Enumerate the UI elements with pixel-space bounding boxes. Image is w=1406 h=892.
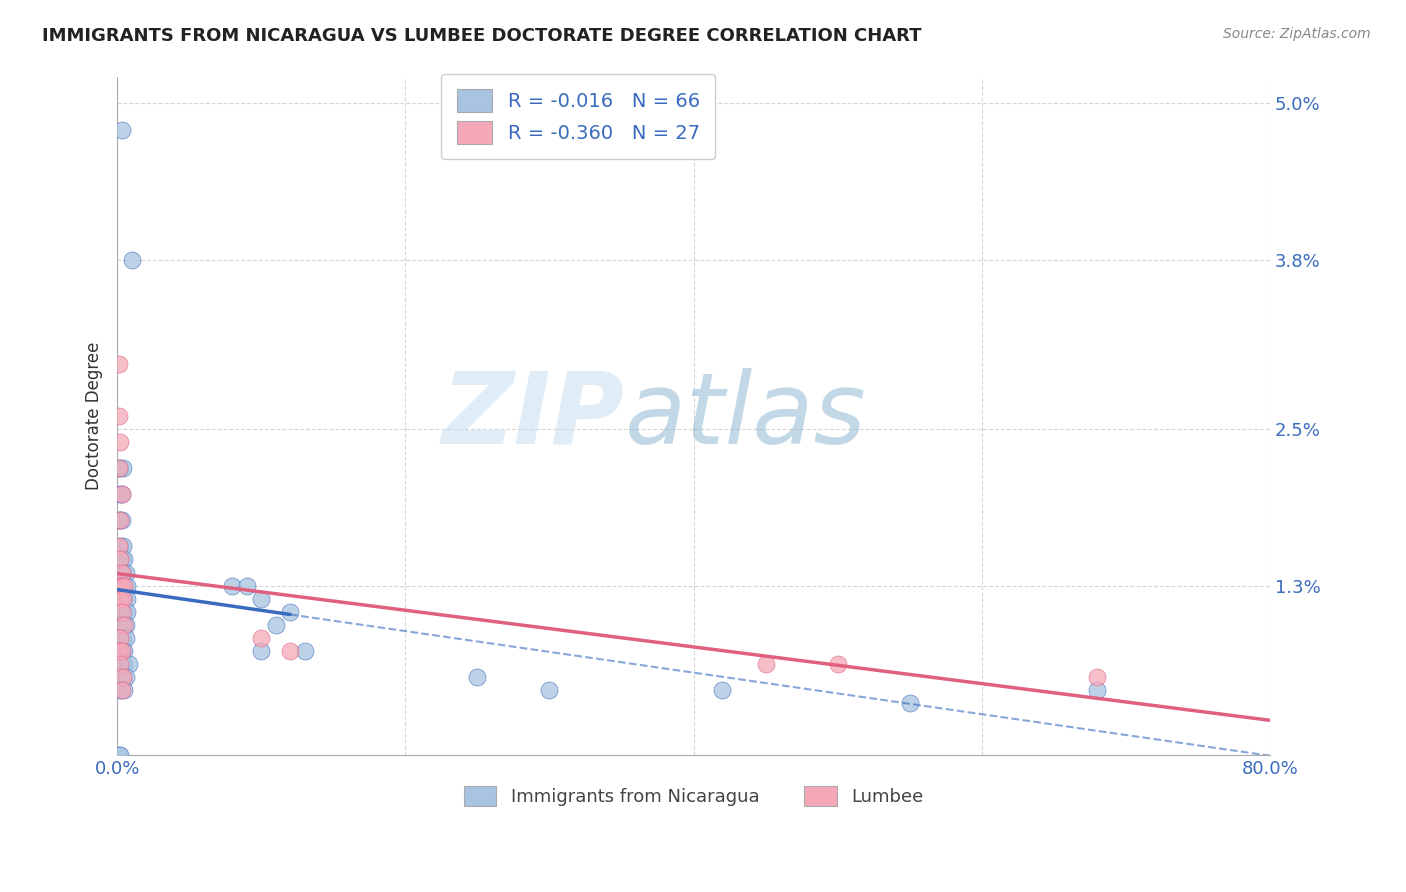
Point (121, 252, 143, 267)
Point (114, 617, 136, 632)
Point (110, 487, 132, 501)
Point (112, 578, 135, 592)
Point (112, 643, 135, 657)
Point (117, 605, 139, 619)
Legend: Immigrants from Nicaragua, Lumbee: Immigrants from Nicaragua, Lumbee (457, 779, 931, 814)
Point (108, 487, 131, 501)
Point (107, 461, 129, 475)
Point (467, 670, 489, 684)
Point (108, 513, 131, 527)
Point (221, 578, 243, 592)
Point (108, 617, 131, 632)
Point (110, 552, 132, 566)
Point (107, 631, 129, 645)
Point (108, 540, 131, 554)
Point (110, 122, 132, 136)
Point (112, 591, 135, 606)
Point (112, 617, 135, 632)
Point (108, 435, 131, 450)
Point (111, 670, 134, 684)
Y-axis label: Doctorate Degree: Doctorate Degree (86, 342, 103, 491)
Point (117, 578, 139, 592)
Point (107, 578, 129, 592)
Text: ZIP: ZIP (441, 368, 624, 465)
Point (110, 657, 132, 671)
Point (112, 682, 135, 697)
Point (107, 605, 129, 619)
Point (108, 682, 131, 697)
Point (108, 591, 131, 606)
Point (114, 670, 136, 684)
Point (107, 591, 129, 606)
Point (1085, 682, 1108, 697)
Point (264, 617, 287, 632)
Point (107, 643, 129, 657)
Point (107, 461, 129, 475)
Point (108, 566, 131, 580)
Point (110, 566, 132, 580)
Point (107, 513, 129, 527)
Point (111, 617, 134, 632)
Point (108, 591, 131, 606)
Point (108, 631, 131, 645)
Point (108, 552, 131, 566)
Point (111, 566, 134, 580)
Point (711, 682, 734, 697)
Point (107, 617, 129, 632)
Point (110, 682, 132, 697)
Point (107, 578, 129, 592)
Point (108, 461, 131, 475)
Point (107, 643, 129, 657)
Point (114, 631, 136, 645)
Point (827, 657, 849, 671)
Point (110, 578, 132, 592)
Point (111, 670, 134, 684)
Point (112, 657, 135, 671)
Point (110, 643, 132, 657)
Point (1085, 670, 1108, 684)
Point (278, 643, 301, 657)
Point (755, 657, 778, 671)
Point (110, 643, 132, 657)
Point (111, 540, 134, 554)
Point (118, 657, 141, 671)
Point (108, 605, 131, 619)
Point (112, 605, 135, 619)
Point (111, 631, 134, 645)
Point (108, 657, 131, 671)
Point (107, 657, 129, 671)
Point (108, 631, 131, 645)
Point (110, 591, 132, 606)
Text: atlas: atlas (624, 368, 866, 465)
Point (110, 578, 132, 592)
Point (108, 513, 131, 527)
Point (250, 591, 273, 606)
Point (110, 487, 132, 501)
Point (108, 552, 131, 566)
Point (898, 696, 921, 710)
Point (236, 578, 259, 592)
Point (114, 566, 136, 580)
Point (110, 513, 132, 527)
Point (110, 605, 132, 619)
Point (112, 578, 135, 592)
Point (111, 461, 134, 475)
Point (278, 605, 301, 619)
Point (107, 540, 129, 554)
Point (250, 631, 273, 645)
Text: IMMIGRANTS FROM NICARAGUA VS LUMBEE DOCTORATE DEGREE CORRELATION CHART: IMMIGRANTS FROM NICARAGUA VS LUMBEE DOCT… (42, 27, 922, 45)
Point (112, 552, 135, 566)
Point (107, 357, 129, 371)
Point (250, 643, 273, 657)
Point (117, 591, 139, 606)
Point (110, 605, 132, 619)
Point (108, 670, 131, 684)
Point (107, 409, 129, 424)
Point (294, 643, 316, 657)
Point (111, 591, 134, 606)
Point (108, 747, 131, 762)
Point (538, 682, 561, 697)
Text: Source: ZipAtlas.com: Source: ZipAtlas.com (1223, 27, 1371, 41)
Point (107, 747, 129, 762)
